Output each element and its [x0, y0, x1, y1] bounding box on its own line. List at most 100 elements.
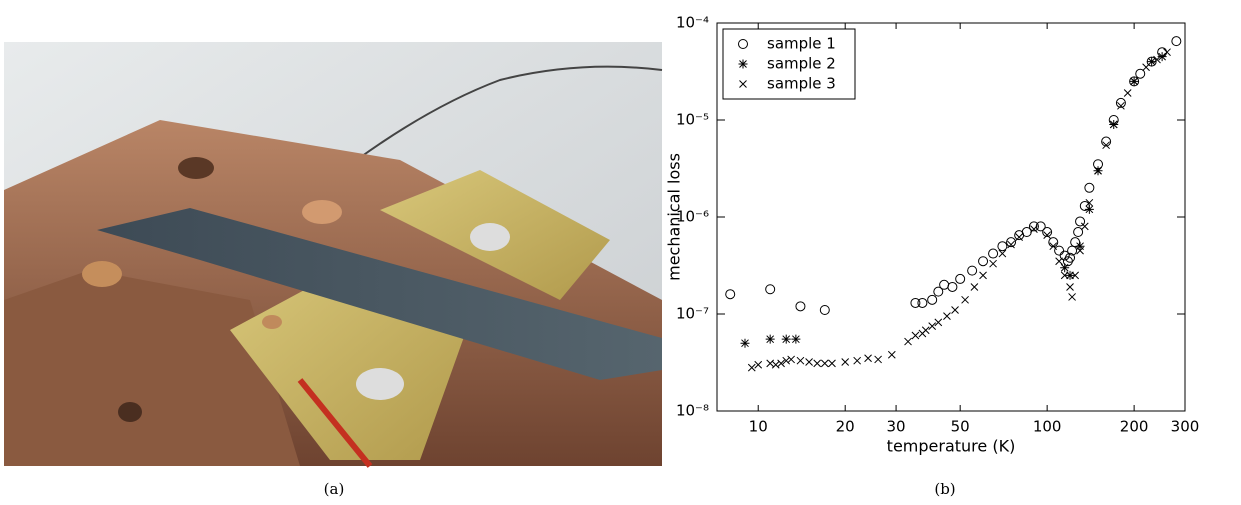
- point: [917, 297, 928, 308]
- point: [1071, 271, 1080, 280]
- point: [1054, 245, 1065, 256]
- point: [1094, 166, 1102, 175]
- point: [1059, 250, 1070, 261]
- point: [1065, 252, 1076, 263]
- point: [967, 265, 978, 276]
- point: [961, 295, 969, 304]
- point: [796, 356, 805, 365]
- point: [1007, 240, 1015, 249]
- point: [795, 301, 806, 312]
- point: [874, 355, 882, 364]
- point: [910, 297, 921, 308]
- point: [1076, 246, 1084, 255]
- x-tick-label: 200: [1120, 418, 1149, 436]
- point: [771, 360, 780, 369]
- point: [1065, 270, 1075, 280]
- point: [740, 338, 750, 348]
- y-tick-label: 10⁻⁷: [676, 305, 709, 323]
- x-tick-label: 50: [951, 418, 970, 436]
- point: [791, 334, 801, 344]
- point: [1055, 257, 1063, 266]
- y-tick-label: 10⁻⁵: [676, 111, 709, 129]
- point: [904, 337, 912, 346]
- point: [1066, 283, 1074, 291]
- point: [754, 360, 763, 369]
- point: [1075, 241, 1085, 251]
- point: [978, 256, 989, 267]
- point: [970, 283, 979, 291]
- point: [787, 355, 795, 364]
- point: [928, 322, 937, 330]
- x-tick-label: 10: [749, 418, 768, 436]
- point: [738, 59, 748, 69]
- y-axis-label: mechanical loss: [665, 153, 684, 281]
- point: [1163, 48, 1171, 57]
- point: [1115, 97, 1126, 108]
- point: [725, 289, 736, 300]
- point: [1068, 293, 1076, 301]
- point: [1084, 182, 1095, 193]
- point: [911, 331, 920, 340]
- photo: [4, 42, 663, 468]
- point: [1101, 136, 1112, 147]
- point: [1062, 256, 1073, 267]
- point: [777, 359, 785, 368]
- point: [1157, 52, 1167, 62]
- point: [805, 358, 813, 366]
- legend-label: sample 3: [767, 75, 836, 93]
- point: [1028, 221, 1039, 232]
- point: [1042, 227, 1053, 238]
- point: [853, 356, 862, 365]
- point: [1171, 36, 1182, 47]
- point: [989, 259, 997, 268]
- point: [747, 363, 756, 372]
- x-axis-label: temperature (K): [887, 437, 1016, 456]
- point: [1102, 141, 1110, 150]
- point: [1080, 222, 1089, 231]
- point: [782, 356, 791, 365]
- point: [1049, 242, 1058, 251]
- x-tick-label: 300: [1171, 418, 1200, 436]
- point: [1073, 227, 1084, 238]
- point: [1109, 120, 1118, 129]
- point: [813, 359, 822, 368]
- point: [979, 271, 987, 280]
- point: [988, 248, 999, 259]
- point: [1135, 68, 1146, 79]
- point: [1006, 237, 1017, 248]
- caption: (a): [324, 480, 345, 498]
- point: [1147, 57, 1157, 67]
- point: [1084, 204, 1094, 214]
- point: [997, 241, 1008, 252]
- point: [841, 358, 850, 366]
- point: [921, 326, 930, 335]
- point: [1015, 233, 1024, 241]
- chart: 10 20 30 50 100 200 300 10⁻⁸ 10⁻⁷ 10⁻⁶ 10⁻⁵ 10⁻⁴ tem…: [665, 14, 1200, 456]
- point: [939, 279, 950, 290]
- legend-label: sample 2: [767, 55, 836, 73]
- point: [828, 359, 836, 368]
- point: [933, 286, 944, 297]
- point: [1142, 63, 1150, 72]
- point: [1130, 77, 1138, 86]
- point: [765, 334, 775, 344]
- point: [927, 294, 938, 305]
- legend-label: sample 1: [767, 35, 836, 53]
- point: [998, 249, 1007, 258]
- point: [934, 318, 943, 327]
- point: [738, 39, 748, 49]
- point: [1117, 101, 1125, 110]
- point: [1070, 237, 1081, 248]
- point: [765, 284, 776, 295]
- point: [864, 354, 872, 363]
- point: [1048, 237, 1059, 248]
- point: [951, 306, 959, 314]
- point: [1060, 263, 1070, 273]
- point: [1043, 231, 1052, 240]
- point: [739, 80, 747, 88]
- y-tick-label: 10⁻⁶: [676, 208, 709, 226]
- x-tick-label: 100: [1033, 418, 1062, 436]
- point: [947, 281, 958, 292]
